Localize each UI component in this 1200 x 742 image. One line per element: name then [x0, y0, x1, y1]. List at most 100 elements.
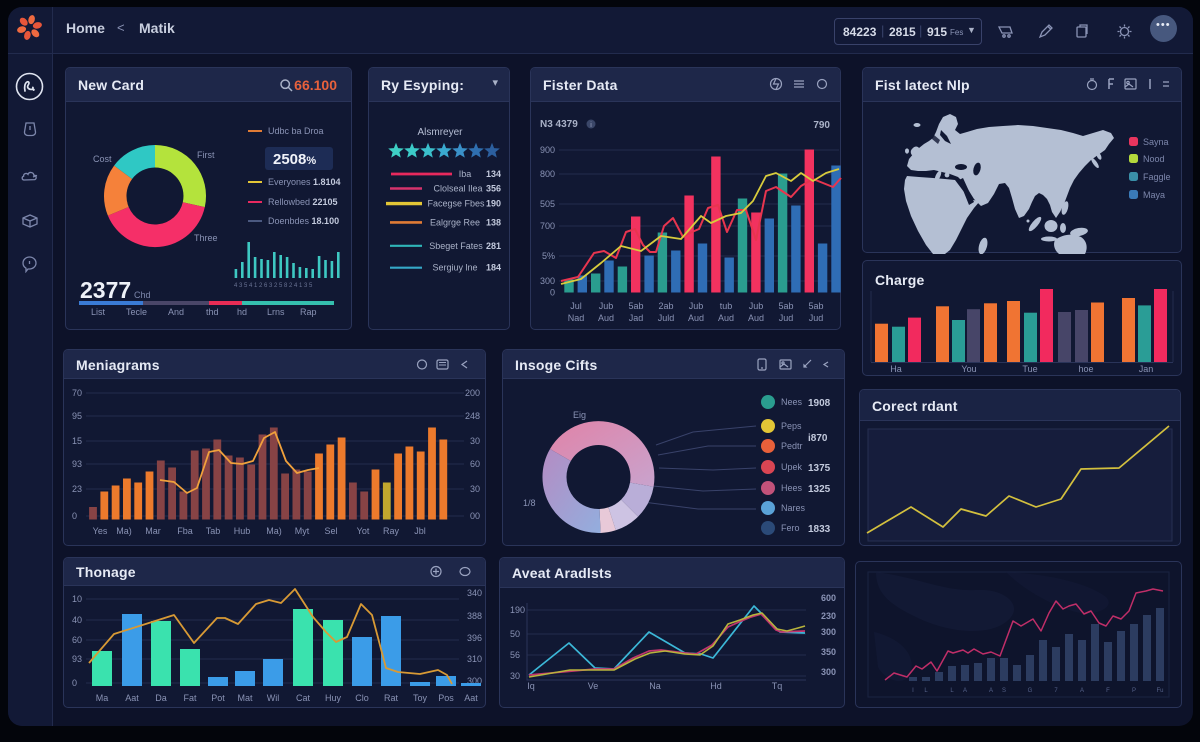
- svg-text:Fu: Fu: [1156, 688, 1163, 694]
- svg-text:L: L: [924, 688, 928, 694]
- svg-text:Tq: Tq: [772, 681, 783, 691]
- svg-text:Mat: Mat: [237, 693, 253, 703]
- svg-text:300: 300: [467, 676, 482, 686]
- svg-text:Aat: Aat: [464, 693, 478, 703]
- svg-text:Maya: Maya: [1143, 190, 1165, 200]
- svg-text:Sergiuy lne: Sergiuy lne: [432, 263, 477, 273]
- svg-text:2ab: 2ab: [658, 301, 673, 311]
- svg-text:First: First: [197, 150, 215, 160]
- svg-text:0: 0: [72, 511, 77, 521]
- svg-text:5ab: 5ab: [628, 301, 643, 311]
- svg-text:2508%: 2508%: [273, 151, 316, 168]
- svg-text:0: 0: [72, 678, 77, 688]
- svg-text:Jud: Jud: [809, 313, 824, 323]
- svg-text:2377: 2377: [80, 277, 131, 303]
- svg-text:Jub: Jub: [749, 301, 764, 311]
- svg-text:F: F: [1106, 688, 1110, 694]
- svg-text:190: 190: [510, 605, 525, 615]
- svg-text:Iba: Iba: [459, 169, 472, 179]
- svg-text:A: A: [989, 688, 993, 694]
- svg-text:Ma): Ma): [266, 526, 282, 536]
- svg-text:Chd: Chd: [134, 290, 151, 300]
- svg-text:800: 800: [540, 169, 555, 179]
- svg-text:5%: 5%: [542, 251, 555, 261]
- svg-text:Doenbdes 18.100: Doenbdes 18.100: [268, 216, 339, 226]
- svg-text:Ray: Ray: [383, 526, 400, 536]
- svg-text:95: 95: [72, 411, 82, 421]
- svg-text:Sel: Sel: [324, 526, 337, 536]
- svg-text:L: L: [950, 688, 954, 694]
- svg-text:Pos: Pos: [438, 693, 454, 703]
- svg-text:300: 300: [821, 627, 836, 637]
- svg-text:230: 230: [821, 611, 836, 621]
- svg-text:hd: hd: [237, 307, 247, 317]
- svg-text:1/8: 1/8: [523, 498, 536, 508]
- svg-text:Da: Da: [155, 693, 167, 703]
- svg-text:S: S: [1002, 688, 1006, 694]
- svg-text:93: 93: [72, 654, 82, 664]
- svg-text:1375: 1375: [808, 463, 831, 474]
- svg-text:505: 505: [540, 199, 555, 209]
- svg-text:Fat: Fat: [183, 693, 197, 703]
- svg-text:10: 10: [72, 594, 82, 604]
- svg-text:15: 15: [72, 436, 82, 446]
- svg-text:Jub: Jub: [689, 301, 704, 311]
- svg-text:Alsmreyer: Alsmreyer: [417, 127, 463, 138]
- svg-text:Jud: Jud: [779, 313, 794, 323]
- svg-text:Sbeget Fates: Sbeget Fates: [429, 241, 483, 251]
- svg-text:Wil: Wil: [267, 693, 280, 703]
- svg-text:N3 4379: N3 4379: [540, 119, 578, 130]
- svg-text:Fero: Fero: [781, 523, 800, 533]
- svg-text:Cat: Cat: [296, 693, 311, 703]
- svg-text:I: I: [912, 688, 914, 694]
- svg-text:Udbc ba Droa: Udbc ba Droa: [268, 126, 324, 136]
- svg-text:Myt: Myt: [295, 526, 310, 536]
- svg-text:900: 900: [540, 145, 555, 155]
- svg-text:60: 60: [470, 459, 480, 469]
- svg-text:Hees: Hees: [781, 483, 803, 493]
- svg-text:Hd: Hd: [710, 681, 722, 691]
- svg-text:P: P: [1132, 688, 1136, 694]
- svg-text:You: You: [961, 364, 976, 374]
- svg-text:List: List: [91, 307, 106, 317]
- svg-text:Jub: Jub: [599, 301, 614, 311]
- svg-text:Aud: Aud: [748, 313, 764, 323]
- svg-text:Nad: Nad: [568, 313, 585, 323]
- svg-text:184: 184: [486, 263, 501, 273]
- svg-text:Aat: Aat: [125, 693, 139, 703]
- svg-text:56: 56: [510, 650, 520, 660]
- svg-text:40: 40: [72, 615, 82, 625]
- svg-text:396: 396: [467, 633, 482, 643]
- svg-text:Iq: Iq: [527, 681, 535, 691]
- svg-text:i870: i870: [808, 433, 828, 444]
- svg-text:Juld: Juld: [658, 313, 675, 323]
- svg-text:50: 50: [510, 629, 520, 639]
- svg-text:Lrns: Lrns: [267, 307, 285, 317]
- svg-text:00: 00: [470, 511, 480, 521]
- svg-text:Ve: Ve: [588, 681, 599, 691]
- svg-text:340: 340: [467, 588, 482, 598]
- svg-text:Clolseal Ilea: Clolseal Ilea: [433, 184, 482, 194]
- svg-text:281: 281: [486, 241, 501, 251]
- svg-text:93: 93: [72, 459, 82, 469]
- svg-text:Toy: Toy: [413, 693, 428, 703]
- svg-text:388: 388: [467, 611, 482, 621]
- svg-text:A: A: [1080, 688, 1084, 694]
- svg-text:1908: 1908: [808, 398, 831, 409]
- svg-text:Jbl: Jbl: [414, 526, 426, 536]
- svg-text:30: 30: [470, 436, 480, 446]
- svg-text:Ha: Ha: [890, 364, 902, 374]
- svg-text:Facegse Fbes: Facegse Fbes: [427, 199, 485, 209]
- svg-text:300: 300: [821, 667, 836, 677]
- svg-text:30: 30: [470, 484, 480, 494]
- svg-text:Aud: Aud: [598, 313, 614, 323]
- svg-text:Mar: Mar: [145, 526, 161, 536]
- svg-text:tub: tub: [720, 301, 733, 311]
- svg-text:Jan: Jan: [1139, 364, 1154, 374]
- svg-text:0: 0: [550, 288, 555, 298]
- svg-text:Hub: Hub: [234, 526, 251, 536]
- svg-text:790: 790: [813, 120, 830, 131]
- svg-text:Yes: Yes: [93, 526, 108, 536]
- svg-text:Clo: Clo: [355, 693, 369, 703]
- svg-text:Rap: Rap: [300, 307, 317, 317]
